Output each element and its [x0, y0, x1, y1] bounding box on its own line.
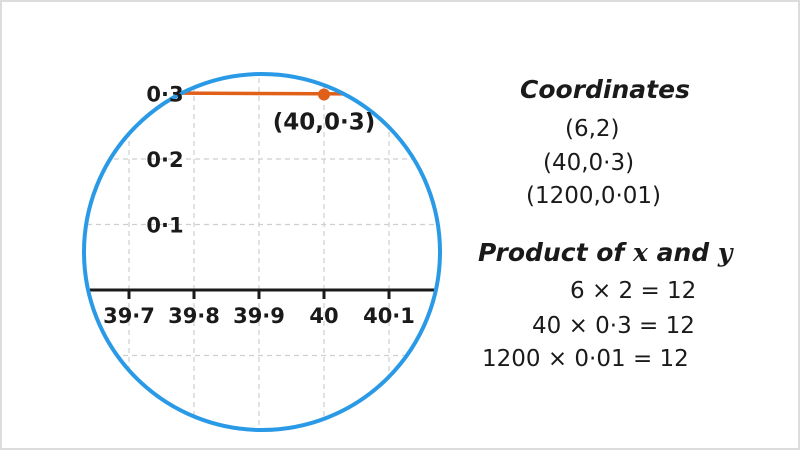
- product-heading: Product of x and y: [478, 238, 732, 267]
- product-item: 6 × 2 = 12: [570, 278, 697, 304]
- highlighted-point-label: (40,0·3): [273, 110, 376, 136]
- y-tick-label: 0·1: [146, 214, 183, 238]
- x-tick-label: 40·1: [363, 304, 415, 328]
- coordinate-item: (40,0·3): [543, 150, 635, 176]
- product-heading-x: x: [632, 238, 648, 267]
- product-heading-y: y: [717, 238, 733, 267]
- graph-background: [84, 74, 440, 430]
- highlighted-point-group: (40,0·3): [273, 88, 376, 136]
- coordinate-item: (1200,0·01): [526, 183, 662, 209]
- y-tick-labels: 0·3 0·2 0·1: [146, 83, 183, 238]
- series-line: [98, 90, 403, 96]
- zoomed-graph: 39·7 39·8 39·9 40 40·1 0·3 0·2 0·1 (40,0·3): [82, 72, 442, 432]
- x-tick-labels: 39·7 39·8 39·9 40 40·1: [103, 304, 415, 328]
- product-heading-mid: and: [647, 238, 718, 267]
- y-tick-label: 0·3: [146, 83, 183, 107]
- highlighted-point: [318, 88, 330, 101]
- product-item: 1200 × 0·01 = 12: [482, 346, 689, 372]
- magnifier-circle: [82, 72, 442, 432]
- x-tick-label: 39·8: [168, 304, 220, 328]
- coordinates-heading: Coordinates: [520, 75, 690, 104]
- series: [98, 90, 403, 96]
- x-tick-label: 40: [309, 304, 338, 328]
- y-tick-label: 0·2: [146, 148, 183, 172]
- product-item: 40 × 0·3 = 12: [532, 313, 695, 339]
- coordinate-item: (6,2): [565, 116, 620, 142]
- x-tick-marks: [127, 290, 391, 299]
- x-tick-label: 39·9: [233, 304, 285, 328]
- x-tick-label: 39·7: [103, 304, 155, 328]
- product-heading-prefix: Product of: [478, 238, 633, 267]
